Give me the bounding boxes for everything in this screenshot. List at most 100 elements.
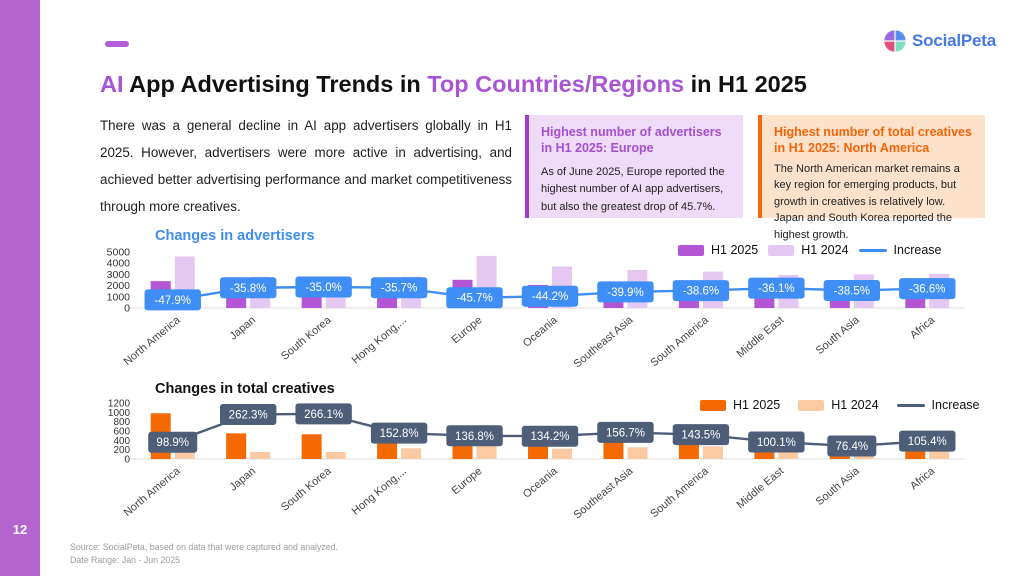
legend-item-h1-2024: H1 2024 [768,243,849,257]
svg-text:-44.2%: -44.2% [532,291,568,303]
svg-text:156.7%: 156.7% [606,427,645,439]
svg-text:-36.1%: -36.1% [758,283,794,295]
title-part-end: in H1 2025 [684,71,807,97]
advertisers-chart-legend: H1 2025 H1 2024 Increase [678,243,941,257]
socialpeta-logo-text: SocialPeta [912,31,996,50]
intro-paragraph: There was a general decline in AI app ad… [100,118,512,214]
advertisers-chart-title: Changes in advertisers [155,228,315,244]
svg-text:100.1%: 100.1% [757,437,796,449]
svg-text:South Korea: South Korea [279,314,334,363]
svg-text:-38.6%: -38.6% [683,286,719,298]
svg-text:136.8%: 136.8% [455,431,494,443]
svg-text:0: 0 [124,303,130,315]
svg-text:4000: 4000 [107,258,131,270]
callout-creatives-north-america: Highest number of total creatives in H1 … [758,115,985,241]
date-range-line: Date Range: Jan - Jun 2025 [70,554,181,565]
svg-text:76.4%: 76.4% [836,441,869,453]
legend-label: Increase [931,398,980,412]
page-title: AI App Advertising Trends in Top Countri… [100,71,807,98]
svg-text:Hong Kong,...: Hong Kong,... [350,314,409,366]
svg-text:South America: South America [648,465,711,521]
legend-item-h1-2024: H1 2024 [798,398,879,412]
svg-text:Hong Kong,...: Hong Kong,... [350,465,409,517]
svg-text:South Asia: South Asia [814,465,863,509]
svg-text:Europe: Europe [450,314,485,346]
svg-text:Middle East: Middle East [735,314,787,360]
svg-text:Europe: Europe [450,465,485,497]
legend-item-increase: Increase [896,398,980,412]
legend-item-h1-2025: H1 2025 [678,243,758,257]
creatives-chart-legend: H1 2025 H1 2024 Increase [700,398,979,412]
creatives-chart-title: Changes in total creatives [155,381,335,397]
svg-text:Oceania: Oceania [521,314,561,350]
svg-text:Japan: Japan [227,314,258,342]
svg-text:South America: South America [648,314,711,370]
legend-swatch-h1-2024 [768,244,795,256]
svg-text:Southeast Asia: Southeast Asia [571,314,636,371]
legend-label: Increase [893,243,942,257]
svg-text:1000: 1000 [107,291,131,303]
svg-text:Middle East: Middle East [735,465,787,511]
callout-title: Highest number of advertisers in H1 2025… [541,125,722,156]
legend-label: H1 2024 [831,398,879,412]
title-part-mid: App Advertising Trends in [123,71,428,97]
svg-text:800: 800 [113,417,130,428]
legend-swatch-h1-2025 [700,399,726,411]
callout-body: As of June 2025, Europe reported the hig… [541,165,725,213]
svg-text:143.5%: 143.5% [681,430,720,442]
svg-text:-35.7%: -35.7% [381,283,417,295]
socialpeta-logo: SocialPeta [884,30,996,52]
legend-item-h1-2025: H1 2025 [700,398,780,412]
svg-text:Oceania: Oceania [521,465,561,501]
svg-text:-47.9%: -47.9% [155,295,191,307]
svg-text:Africa: Africa [908,314,938,342]
legend-label: H1 2024 [801,243,849,257]
legend-line-swatch [896,403,925,407]
svg-text:North America: North America [122,465,184,520]
sidebar-accent-bar [0,0,40,576]
svg-text:-35.8%: -35.8% [230,283,266,295]
svg-text:-45.7%: -45.7% [456,293,492,305]
svg-text:2000: 2000 [107,280,131,292]
svg-text:105.4%: 105.4% [908,436,947,448]
socialpeta-logo-icon [884,30,906,52]
svg-text:5000: 5000 [107,247,131,259]
svg-text:98.9%: 98.9% [156,437,189,449]
svg-text:134.2%: 134.2% [530,431,569,443]
svg-text:-35.0%: -35.0% [305,282,341,294]
svg-text:0: 0 [124,455,130,466]
svg-text:Japan: Japan [227,465,258,493]
svg-text:South Korea: South Korea [279,465,334,514]
svg-text:-39.9%: -39.9% [607,287,643,299]
legend-label: H1 2025 [733,398,781,412]
legend-line-swatch [858,248,887,252]
callout-body: The North American market remains a key … [774,162,960,241]
callout-title: Highest number of total creatives in H1 … [774,125,972,156]
svg-text:1200: 1200 [108,399,131,410]
legend-label: H1 2025 [711,243,759,257]
svg-text:1000: 1000 [108,408,131,419]
svg-text:400: 400 [113,436,130,447]
svg-text:600: 600 [113,427,130,438]
svg-text:South Asia: South Asia [814,314,863,358]
svg-text:152.8%: 152.8% [380,428,419,440]
source-line: Source: SocialPeta, based on data that w… [70,542,338,552]
svg-text:262.3%: 262.3% [229,409,268,421]
title-part-ai: AI [100,71,124,97]
callout-advertisers-europe: Highest number of advertisers in H1 2025… [525,115,743,218]
title-dash-decoration [105,41,129,47]
svg-text:Southeast Asia: Southeast Asia [571,465,636,522]
legend-swatch-h1-2025 [678,244,704,256]
page-number: 12 [12,522,28,537]
title-part-regions: Top Countries/Regions [427,71,685,97]
footer-source: Source: SocialPeta, based on data that w… [70,541,338,566]
svg-text:Africa: Africa [908,465,938,493]
svg-text:266.1%: 266.1% [304,409,343,421]
svg-text:-36.6%: -36.6% [909,284,945,296]
legend-swatch-h1-2024 [798,399,825,411]
svg-text:200: 200 [113,445,130,456]
svg-text:-38.5%: -38.5% [834,286,870,298]
